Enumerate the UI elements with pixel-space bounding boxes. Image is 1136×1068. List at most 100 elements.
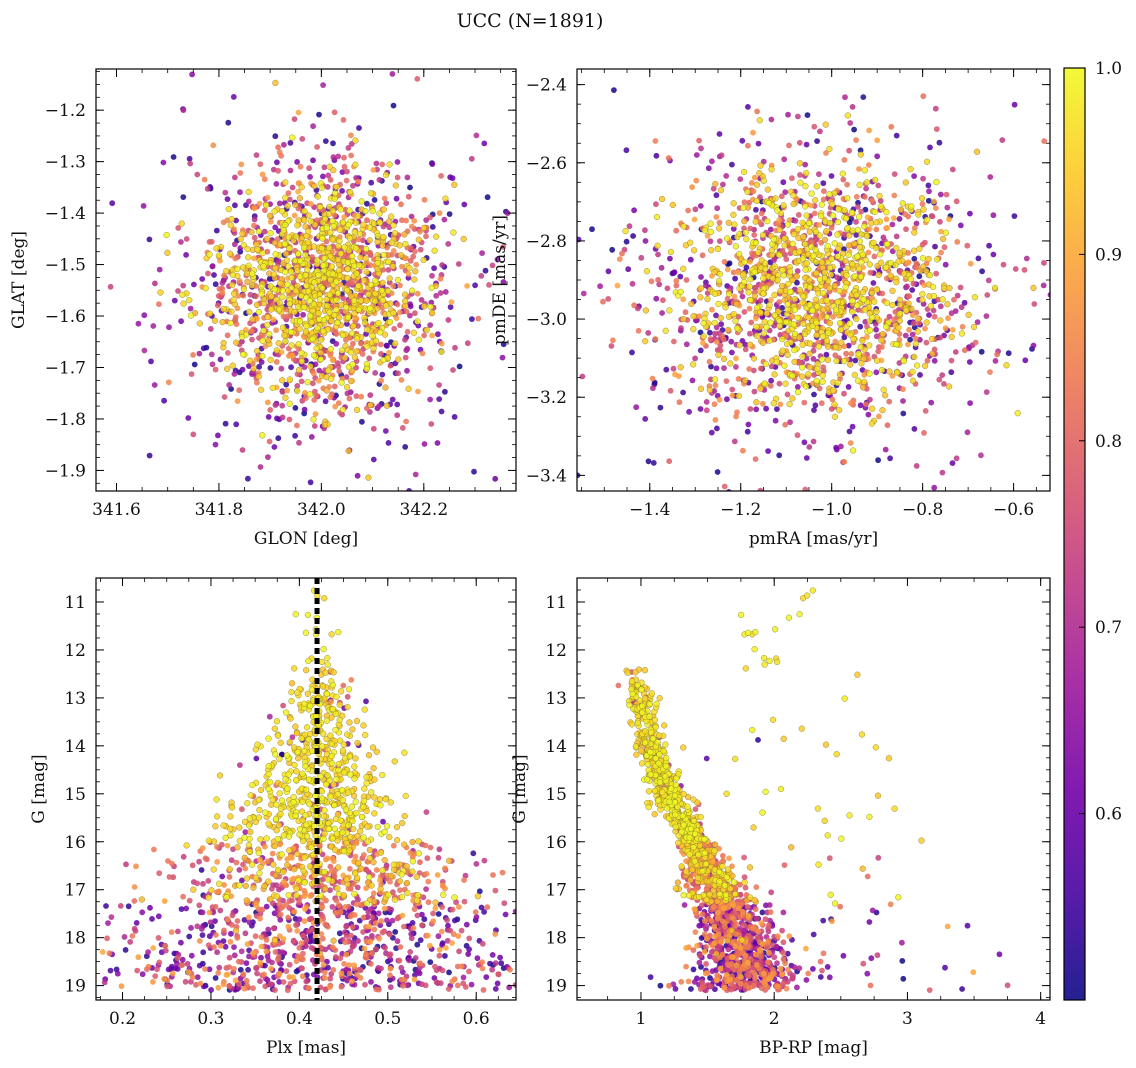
scatter-point (414, 318, 421, 325)
scatter-point (911, 173, 917, 180)
scatter-point (715, 277, 723, 285)
scatter-point (715, 351, 722, 359)
scatter-point (864, 214, 871, 221)
scatter-point (861, 306, 869, 313)
scatter-point (460, 974, 467, 981)
scatter-point (364, 914, 371, 920)
scatter-point (829, 201, 836, 208)
x-axis-label: GLON [deg] (254, 529, 358, 549)
scatter-point (246, 919, 253, 926)
scatter-point (793, 273, 800, 280)
scatter-point (708, 247, 715, 254)
scatter-point (462, 872, 469, 879)
scatter-point (931, 313, 938, 320)
scatter-point (495, 971, 502, 978)
scatter-point (902, 211, 909, 218)
scatter-point (952, 349, 959, 355)
scatter-point (745, 104, 751, 110)
scatter-point (279, 287, 287, 294)
scatter-point (318, 245, 325, 252)
scatter-point (266, 212, 274, 219)
scatter-point (802, 183, 809, 190)
scatter-point (643, 268, 651, 275)
scatter-point (295, 250, 302, 257)
scatter-point (965, 311, 972, 318)
scatter-point (315, 377, 322, 384)
scatter-point (433, 292, 440, 299)
scatter-point (473, 914, 480, 920)
scatter-point (735, 269, 741, 276)
scatter-point (517, 974, 523, 980)
scatter-point (206, 310, 214, 317)
scatter-point (975, 255, 982, 262)
scatter-point (123, 861, 129, 868)
scatter-point (749, 254, 755, 261)
scatter-point (427, 396, 433, 403)
scatter-point (944, 204, 951, 211)
scatter-point (407, 257, 414, 264)
scatter-point (275, 340, 282, 347)
scatter-point (949, 460, 956, 466)
scatter-point (834, 219, 842, 226)
scatter-point (310, 380, 316, 387)
scatter-point (844, 181, 850, 188)
scatter-point (492, 475, 499, 482)
scatter-point (931, 484, 938, 491)
scatter-point (808, 202, 814, 209)
scatter-point (183, 905, 190, 912)
scatter-point (464, 283, 470, 289)
scatter-point (796, 139, 803, 146)
scatter-point (893, 245, 900, 252)
scatter-point (933, 179, 940, 186)
scatter-point (747, 258, 753, 265)
scatter-point (369, 332, 376, 339)
scatter-point (796, 248, 803, 255)
scatter-point (925, 255, 932, 263)
scatter-point (752, 456, 759, 462)
scatter-point (178, 220, 185, 227)
scatter-point (374, 260, 381, 267)
scatter-point (355, 178, 362, 185)
scatter-point (829, 212, 837, 219)
scatter-point (713, 192, 720, 199)
scatter-point (401, 298, 409, 305)
scatter-point (828, 255, 835, 263)
scatter-point (331, 109, 338, 116)
scatter-point (818, 356, 826, 363)
scatter-point (925, 197, 932, 204)
scatter-point (307, 174, 313, 180)
scatter-point (28, 981, 34, 987)
scatter-point (782, 421, 789, 428)
scatter-point (715, 300, 722, 308)
scatter-point (752, 239, 760, 246)
scatter-point (355, 306, 362, 313)
scatter-point (867, 269, 874, 276)
scatter-point (866, 261, 873, 268)
scatter-point (957, 222, 964, 229)
scatter-point (781, 297, 788, 304)
scatter-point (990, 212, 997, 219)
scatter-point (344, 390, 351, 397)
scatter-point (211, 944, 217, 950)
scatter-point (150, 323, 157, 329)
scatter-point (658, 264, 665, 271)
scatter-point (263, 975, 269, 982)
scatter-point (749, 250, 755, 257)
scatter-point (290, 279, 297, 286)
scatter-point (806, 364, 813, 371)
scatter-point (276, 886, 282, 893)
y-tick-label: −3.4 (526, 466, 567, 486)
scatter-point (902, 179, 909, 186)
scatter-point (1041, 260, 1047, 266)
scatter-point (216, 964, 223, 971)
scatter-point (193, 981, 199, 988)
scatter-point (166, 324, 172, 331)
scatter-point (186, 155, 193, 162)
scatter-point (368, 179, 375, 186)
scatter-point (433, 233, 440, 240)
scatter-point (449, 906, 456, 913)
scatter-point (392, 340, 399, 347)
scatter-point (316, 111, 322, 118)
scatter-point (414, 941, 421, 948)
scatter-point (909, 368, 916, 375)
